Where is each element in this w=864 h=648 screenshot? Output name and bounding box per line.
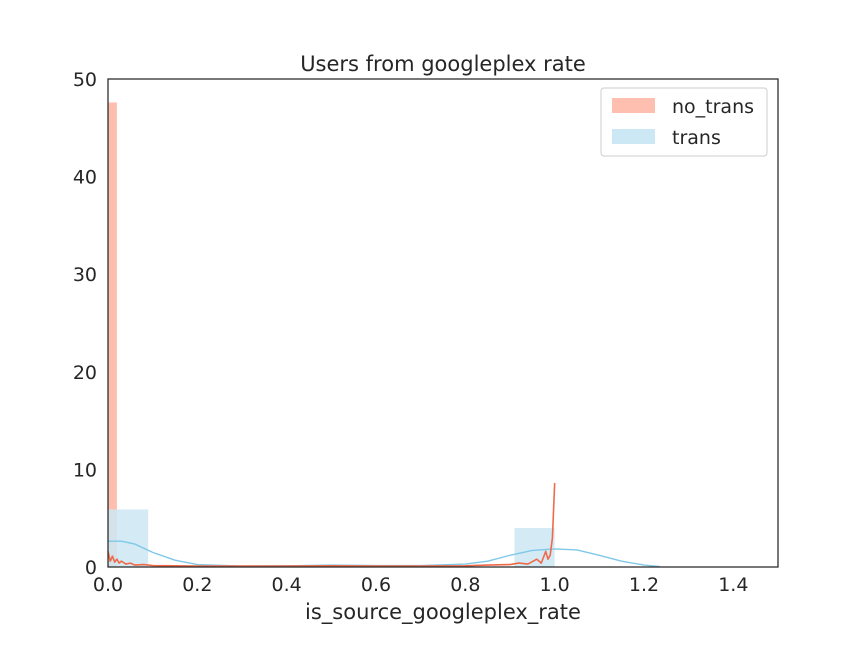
kde-layer [107,483,660,568]
x-tick-label: 0.8 [450,574,480,596]
legend-label-trans: trans [672,127,721,149]
x-axis-ticks: 0.0 0.2 0.4 0.6 0.8 1.0 1.2 1.4 [93,574,749,596]
legend-swatch-trans [612,129,655,144]
plot-frame [107,78,779,568]
x-tick-label: 0.6 [361,574,391,596]
x-tick-label: 0.2 [182,574,212,596]
y-tick-label: 40 [73,167,97,189]
histogram-bar-no-trans-0 [108,102,117,567]
x-axis-label: is_source_googleplex_rate [305,600,581,625]
y-tick-label: 50 [73,69,97,91]
chart-title: Users from googleplex rate [300,52,586,76]
y-tick-label: 20 [73,362,97,384]
x-tick-label: 1.0 [540,574,570,596]
bars-layer [108,102,555,567]
y-tick-label: 30 [73,264,97,286]
y-tick-label: 10 [73,459,97,481]
x-tick-label: 0.4 [272,574,302,596]
y-axis-ticks: 0 10 20 30 40 50 [73,69,97,579]
y-tick-label: 0 [85,557,97,579]
kde-line-no-trans [107,483,556,567]
legend-swatch-no-trans [612,98,655,113]
x-tick-label: 1.4 [718,574,748,596]
x-tick-label: 1.2 [629,574,659,596]
legend: no_trans trans [600,87,768,157]
histogram-bar-trans-0 [108,509,149,567]
legend-label-no-trans: no_trans [672,96,754,118]
kde-line-trans [108,540,660,568]
x-tick-label: 0.0 [93,574,123,596]
